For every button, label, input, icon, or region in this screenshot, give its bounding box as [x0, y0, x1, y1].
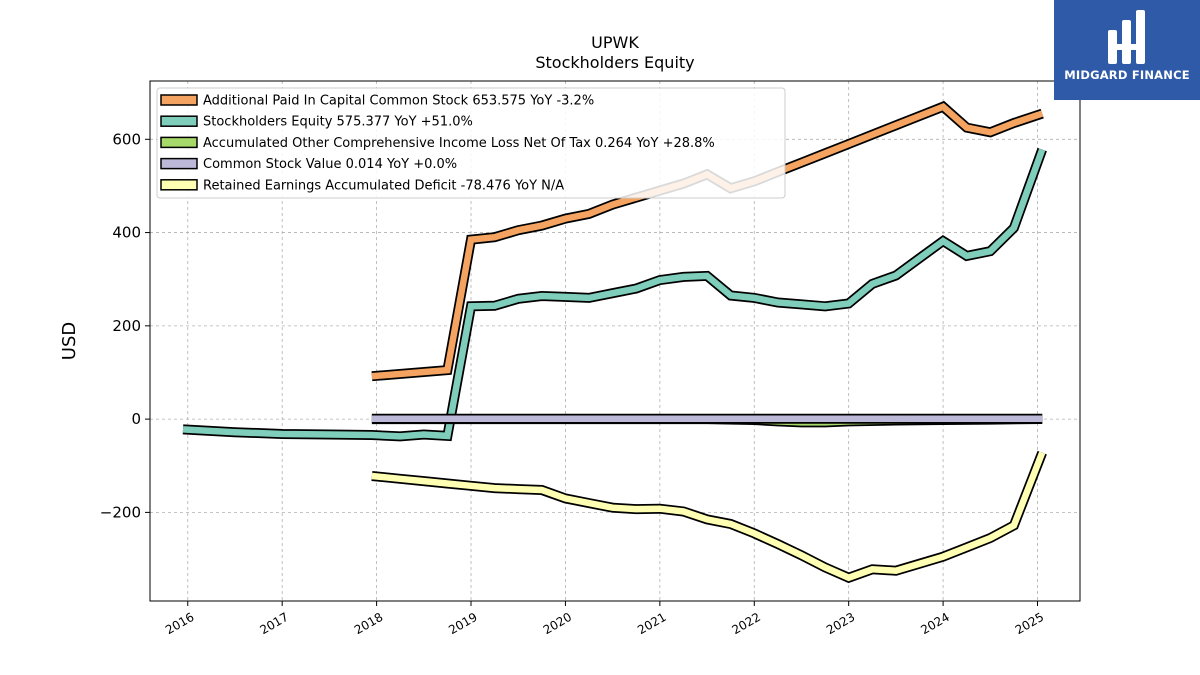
x-tick-label: 2023	[824, 610, 857, 637]
legend-box	[156, 87, 786, 199]
x-tick-label: 2020	[541, 610, 574, 637]
legend-entry: Additional Paid In Capital Common Stock …	[203, 94, 594, 109]
legend-entry: Retained Earnings Accumulated Deficit -7…	[203, 178, 564, 193]
y-tick-label: 400	[112, 224, 141, 242]
legend-entry: Accumulated Other Comprehensive Income L…	[203, 136, 715, 151]
y-tick-label: 0	[131, 410, 141, 428]
x-tick-label: 2017	[257, 610, 290, 637]
axis-ticks: 2016 2017 2018 2019 2020 2021 2022 2023 2024 2025…	[100, 130, 1046, 637]
legend-entry: Common Stock Value 0.014 YoY +0.0%	[203, 157, 457, 172]
logo-text: MIDGARD FINANCE	[1064, 68, 1190, 82]
x-tick-label: 2021	[635, 610, 668, 637]
y-tick-label: −200	[100, 503, 141, 521]
legend-entry: Stockholders Equity 575.377 YoY +51.0%	[203, 115, 473, 130]
legend-swatch	[160, 115, 198, 127]
legend-swatch	[160, 157, 198, 170]
y-tick-label: 200	[112, 317, 141, 335]
series-line	[182, 148, 1046, 440]
x-tick-label: 2016	[163, 610, 196, 637]
x-tick-label: 2019	[446, 610, 479, 637]
series-line	[371, 451, 1046, 582]
x-tick-label: 2022	[730, 610, 763, 637]
y-axis-label: USD	[59, 322, 80, 360]
chart-subtitle: Stockholders Equity	[535, 53, 694, 72]
x-tick-label: 2018	[352, 610, 385, 637]
series-1	[182, 147, 1047, 442]
legend-swatch	[160, 94, 198, 106]
midgard-finance-logo: MIDGARD FINANCE	[1054, 0, 1200, 100]
series-4	[371, 450, 1047, 584]
x-tick-label: 2024	[918, 610, 951, 637]
midgard-logo-icon	[1108, 10, 1145, 64]
legend-swatch	[160, 136, 198, 149]
x-tick-label: 2025	[1013, 610, 1046, 637]
plot-frame	[149, 80, 1081, 602]
legend: Additional Paid In Capital Common Stock …	[156, 87, 786, 199]
legend-swatch	[160, 179, 198, 191]
y-tick-label: 600	[112, 130, 141, 148]
chart-title: UPWK	[591, 33, 639, 52]
